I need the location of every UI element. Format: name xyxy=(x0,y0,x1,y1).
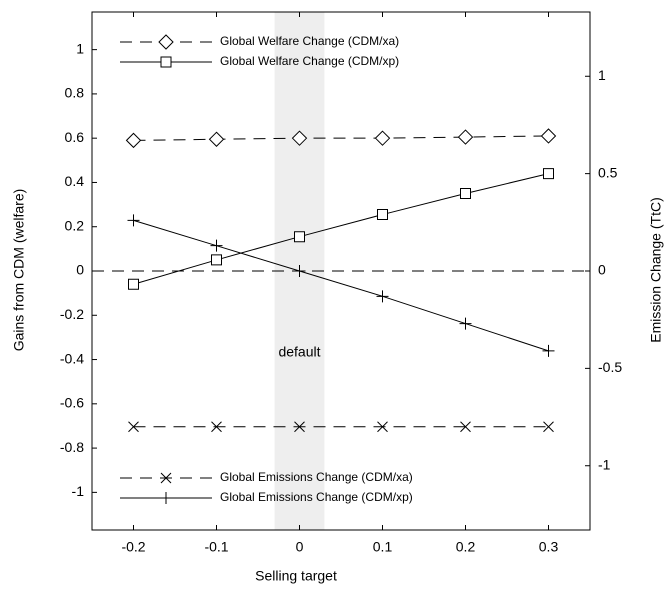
data-point xyxy=(128,278,139,290)
y-tick-label: 0.4 xyxy=(65,173,85,189)
data-point xyxy=(460,188,471,200)
data-point xyxy=(208,131,225,147)
x-axis-label: Selling target xyxy=(255,568,337,584)
data-point xyxy=(128,421,139,433)
data-point xyxy=(291,130,308,146)
y-tick-label: -1 xyxy=(72,483,85,499)
x-tick-label: 0 xyxy=(296,539,304,555)
data-point xyxy=(459,317,472,330)
x-tick-label: -0.1 xyxy=(204,539,228,555)
data-point xyxy=(377,421,388,433)
legend-label: Global Emissions Change (CDM/xp) xyxy=(220,490,413,504)
series-line xyxy=(133,135,549,141)
data-point xyxy=(211,421,222,433)
data-point xyxy=(210,239,223,252)
data-point xyxy=(540,128,557,144)
y2-tick-label: 0 xyxy=(598,262,606,278)
data-point xyxy=(211,254,222,266)
y2-tick-label: -1 xyxy=(598,456,611,472)
data-point xyxy=(293,265,306,277)
x-tick-label: 0.3 xyxy=(539,539,559,555)
data-point xyxy=(294,231,305,243)
y2-tick-label: -0.5 xyxy=(598,359,622,375)
x-tick-label: 0.2 xyxy=(456,539,476,555)
legend-marker xyxy=(160,472,172,484)
y-tick-label: -0.2 xyxy=(60,306,84,322)
y-tick-label: 0.2 xyxy=(65,217,85,233)
y-tick-label: -0.4 xyxy=(60,350,84,366)
legend-marker xyxy=(160,56,172,68)
y-tick-label: 1 xyxy=(76,40,84,56)
x-tick-label: -0.2 xyxy=(121,539,145,555)
y-tick-label: -0.6 xyxy=(60,395,84,411)
y2-axis-label: Emission Change (TtC) xyxy=(648,197,664,343)
y-tick-label: 0 xyxy=(76,262,84,278)
data-point xyxy=(543,421,554,433)
data-point xyxy=(376,290,389,303)
legend-marker xyxy=(160,492,172,504)
data-point xyxy=(457,129,474,145)
data-point xyxy=(460,421,471,433)
data-point xyxy=(542,344,555,357)
data-point xyxy=(543,168,554,180)
data-point xyxy=(374,130,391,146)
y2-tick-label: 1 xyxy=(598,67,606,83)
annotation: default xyxy=(278,344,320,360)
data-point xyxy=(125,132,142,149)
y-tick-label: 0.8 xyxy=(65,85,85,101)
legend-label: Global Emissions Change (CDM/xa) xyxy=(220,470,413,484)
y-axis-label: Gains from CDM (welfare) xyxy=(11,189,27,352)
data-point xyxy=(294,421,305,433)
series-line xyxy=(133,173,549,285)
legend-label: Global Welfare Change (CDM/xp) xyxy=(220,54,399,68)
data-point xyxy=(127,214,140,227)
legend-marker xyxy=(158,34,174,50)
x-tick-label: 0.1 xyxy=(373,539,393,555)
y-tick-label: -0.8 xyxy=(60,439,84,455)
y-tick-label: 0.6 xyxy=(65,129,85,145)
y2-tick-label: 0.5 xyxy=(598,164,618,180)
legend-label: Global Welfare Change (CDM/xa) xyxy=(220,34,399,48)
series-line xyxy=(133,219,549,352)
data-point xyxy=(377,209,388,221)
